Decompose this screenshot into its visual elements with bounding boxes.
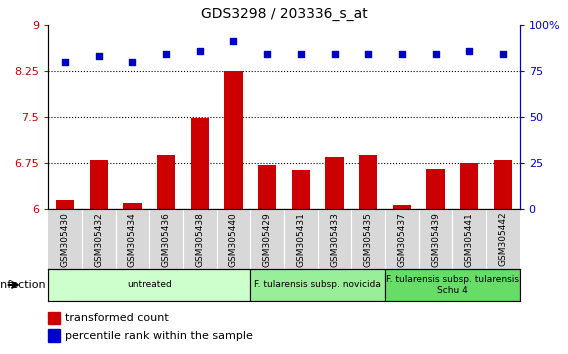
Point xyxy=(330,51,339,57)
Point xyxy=(296,51,306,57)
Bar xyxy=(48,312,60,324)
Bar xyxy=(385,269,520,301)
Text: GSM305436: GSM305436 xyxy=(162,212,170,267)
Point xyxy=(94,53,103,59)
Bar xyxy=(250,269,385,301)
Text: GSM305441: GSM305441 xyxy=(465,212,474,267)
Text: GSM305429: GSM305429 xyxy=(262,212,272,267)
Bar xyxy=(190,118,209,209)
Bar xyxy=(90,160,108,209)
Bar xyxy=(123,203,142,209)
Text: F. tularensis subsp. novicida: F. tularensis subsp. novicida xyxy=(254,280,381,290)
Text: F. tularensis subsp. tularensis
Schu 4: F. tularensis subsp. tularensis Schu 4 xyxy=(386,275,519,295)
Text: GSM305438: GSM305438 xyxy=(195,212,204,267)
Point xyxy=(229,39,238,44)
Bar xyxy=(258,165,277,209)
Bar xyxy=(460,163,478,209)
Bar xyxy=(426,169,445,209)
Bar xyxy=(392,205,411,209)
Text: GSM305437: GSM305437 xyxy=(398,212,406,267)
Text: GSM305431: GSM305431 xyxy=(296,212,306,267)
Text: GSM305442: GSM305442 xyxy=(498,212,507,267)
Bar xyxy=(224,71,243,209)
Text: GSM305435: GSM305435 xyxy=(364,212,373,267)
Point xyxy=(398,51,407,57)
Text: GSM305433: GSM305433 xyxy=(330,212,339,267)
Bar xyxy=(325,157,344,209)
Point xyxy=(262,51,272,57)
Bar xyxy=(494,160,512,209)
Point xyxy=(161,51,170,57)
Text: GSM305440: GSM305440 xyxy=(229,212,238,267)
Bar xyxy=(48,329,60,342)
Bar xyxy=(56,200,74,209)
Point xyxy=(195,48,204,53)
Text: GSM305432: GSM305432 xyxy=(94,212,103,267)
Point xyxy=(465,48,474,53)
Text: percentile rank within the sample: percentile rank within the sample xyxy=(65,331,253,341)
Point xyxy=(128,59,137,64)
Text: GSM305434: GSM305434 xyxy=(128,212,137,267)
Point xyxy=(431,51,440,57)
Point xyxy=(61,59,70,64)
Text: GSM305430: GSM305430 xyxy=(61,212,70,267)
Text: untreated: untreated xyxy=(127,280,172,290)
Text: GSM305439: GSM305439 xyxy=(431,212,440,267)
Bar xyxy=(359,155,378,209)
Title: GDS3298 / 203336_s_at: GDS3298 / 203336_s_at xyxy=(201,7,367,21)
Bar xyxy=(157,155,176,209)
Bar xyxy=(48,269,250,301)
Text: infection: infection xyxy=(0,280,45,290)
Point xyxy=(364,51,373,57)
Text: transformed count: transformed count xyxy=(65,313,169,323)
Point xyxy=(498,51,507,57)
Bar xyxy=(291,170,310,209)
